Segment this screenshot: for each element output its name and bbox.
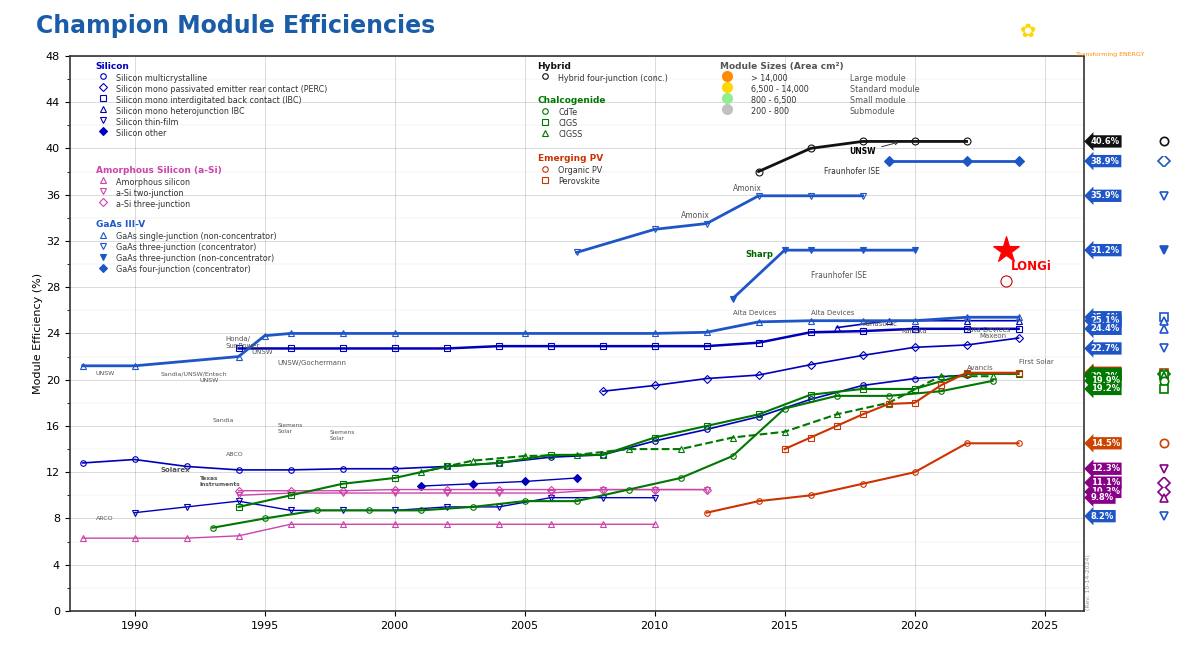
Text: a-Si two-junction: a-Si two-junction: [116, 189, 184, 198]
Text: LONGi: LONGi: [1010, 260, 1051, 273]
Text: Silicon mono passivated emitter rear contact (PERC): Silicon mono passivated emitter rear con…: [116, 85, 328, 94]
Y-axis label: Module Efficiency (%): Module Efficiency (%): [32, 273, 43, 394]
Text: Honda/
SunPower: Honda/ SunPower: [226, 336, 260, 349]
Text: 25.1%: 25.1%: [1091, 316, 1120, 325]
Text: ARCO: ARCO: [96, 516, 113, 521]
Text: 35.9%: 35.9%: [1091, 191, 1120, 200]
Text: Alta Devices: Alta Devices: [810, 309, 854, 315]
Text: Silicon thin-film: Silicon thin-film: [116, 118, 179, 127]
Text: Maxeon: Maxeon: [979, 332, 1007, 339]
Text: Silicon mono interdigitated back contact (IBC): Silicon mono interdigitated back contact…: [116, 96, 302, 104]
Text: Amonix: Amonix: [680, 211, 709, 220]
Text: Solarex: Solarex: [161, 467, 191, 473]
Text: (Rev. 10-14-2024): (Rev. 10-14-2024): [1086, 554, 1091, 610]
Text: Alta Devices: Alta Devices: [966, 327, 1010, 333]
Text: Chalcogenide: Chalcogenide: [538, 97, 606, 105]
Text: Module Sizes (Area cm²): Module Sizes (Area cm²): [720, 62, 844, 71]
Text: Avancis: Avancis: [966, 365, 994, 371]
Text: Small module: Small module: [850, 96, 905, 104]
Text: 40.6%: 40.6%: [1091, 137, 1120, 146]
Text: Hybrid: Hybrid: [538, 62, 571, 71]
Text: GaAs three-junction (non-concentrator): GaAs three-junction (non-concentrator): [116, 254, 275, 263]
Text: UNSW: UNSW: [199, 378, 218, 383]
Text: 12.3%: 12.3%: [1091, 464, 1120, 473]
Text: Amorphous Silicon (a-Si): Amorphous Silicon (a-Si): [96, 166, 221, 175]
Text: 14.5%: 14.5%: [1091, 439, 1120, 448]
Text: 25.4%: 25.4%: [1091, 313, 1120, 322]
Text: Siemens
Solar: Siemens Solar: [277, 423, 302, 434]
Text: 31.2%: 31.2%: [1091, 246, 1120, 255]
Text: Fraunhofer ISE: Fraunhofer ISE: [823, 167, 880, 176]
Text: Alta Devices: Alta Devices: [732, 309, 776, 315]
Text: First Solar: First Solar: [1019, 359, 1054, 365]
Text: GaAs III-V: GaAs III-V: [96, 220, 145, 229]
Text: Siemens
Solar: Siemens Solar: [330, 430, 355, 441]
Text: Sharp: Sharp: [745, 250, 774, 260]
Text: UNSW/Gochermann: UNSW/Gochermann: [277, 361, 347, 367]
Text: ✿: ✿: [1020, 22, 1036, 41]
Text: 200 - 800: 200 - 800: [751, 106, 788, 116]
Text: UNSW: UNSW: [850, 142, 898, 156]
Text: Sandia/UNSW/Entech: Sandia/UNSW/Entech: [161, 371, 227, 376]
Text: Silicon multicrystalline: Silicon multicrystalline: [116, 74, 208, 83]
Text: GaAs four-junction (concentrator): GaAs four-junction (concentrator): [116, 265, 251, 274]
Text: 800 - 6,500: 800 - 6,500: [751, 96, 796, 104]
Text: 9.8%: 9.8%: [1091, 493, 1114, 502]
Text: a-Si three-junction: a-Si three-junction: [116, 200, 191, 209]
Text: NREL: NREL: [1084, 21, 1136, 39]
Text: Perovskite: Perovskite: [558, 177, 600, 187]
Text: 19.9%: 19.9%: [1091, 376, 1120, 386]
Text: 20.6%: 20.6%: [1091, 369, 1120, 377]
Text: Texas
Instruments: Texas Instruments: [199, 476, 240, 487]
Text: CIGS: CIGS: [558, 120, 577, 129]
Text: Large module: Large module: [850, 74, 905, 83]
Text: ABCO: ABCO: [226, 453, 244, 457]
Text: 20.3%: 20.3%: [1091, 372, 1120, 380]
Text: Fraunhofer ISE: Fraunhofer ISE: [810, 271, 866, 280]
Text: Amorphous silicon: Amorphous silicon: [116, 178, 191, 187]
Text: Sandia: Sandia: [212, 418, 234, 422]
Text: UNSW: UNSW: [96, 371, 115, 376]
Text: Panasonic: Panasonic: [863, 321, 898, 327]
Text: GaAs single-junction (non-concentrator): GaAs single-junction (non-concentrator): [116, 232, 277, 241]
Text: GaAs three-junction (concentrator): GaAs three-junction (concentrator): [116, 243, 257, 252]
Text: Amonix: Amonix: [732, 185, 762, 193]
Text: Silicon other: Silicon other: [116, 129, 167, 138]
Text: 6,500 - 14,000: 6,500 - 14,000: [751, 85, 809, 94]
Text: 8.2%: 8.2%: [1091, 512, 1114, 520]
Text: Standard module: Standard module: [850, 85, 919, 94]
Text: 38.9%: 38.9%: [1091, 156, 1120, 166]
Text: 19.2%: 19.2%: [1091, 384, 1120, 394]
Text: 11.1%: 11.1%: [1091, 478, 1120, 487]
Text: Transforming ENERGY: Transforming ENERGY: [1075, 52, 1144, 57]
Text: Submodule: Submodule: [850, 106, 895, 116]
Text: 10.3%: 10.3%: [1091, 487, 1120, 497]
Text: Hybrid four-junction (conc.): Hybrid four-junction (conc.): [558, 74, 668, 83]
Text: Champion Module Efficiencies: Champion Module Efficiencies: [36, 14, 436, 39]
Text: CdTe: CdTe: [558, 108, 577, 118]
Text: UNSW: UNSW: [252, 349, 274, 355]
Text: Kaneka: Kaneka: [901, 328, 928, 334]
Text: 20.5%: 20.5%: [1091, 369, 1120, 378]
Text: Organic PV: Organic PV: [558, 166, 602, 175]
Text: 20.4%: 20.4%: [1091, 371, 1120, 380]
Text: CIGSS: CIGSS: [558, 131, 583, 139]
Text: Silicon: Silicon: [96, 62, 130, 71]
Text: Emerging PV: Emerging PV: [538, 154, 602, 163]
Text: Silicon mono heterojunction IBC: Silicon mono heterojunction IBC: [116, 106, 245, 116]
Text: 24.4%: 24.4%: [1091, 325, 1120, 333]
Text: > 14,000: > 14,000: [751, 74, 787, 83]
Text: 22.7%: 22.7%: [1091, 344, 1120, 353]
